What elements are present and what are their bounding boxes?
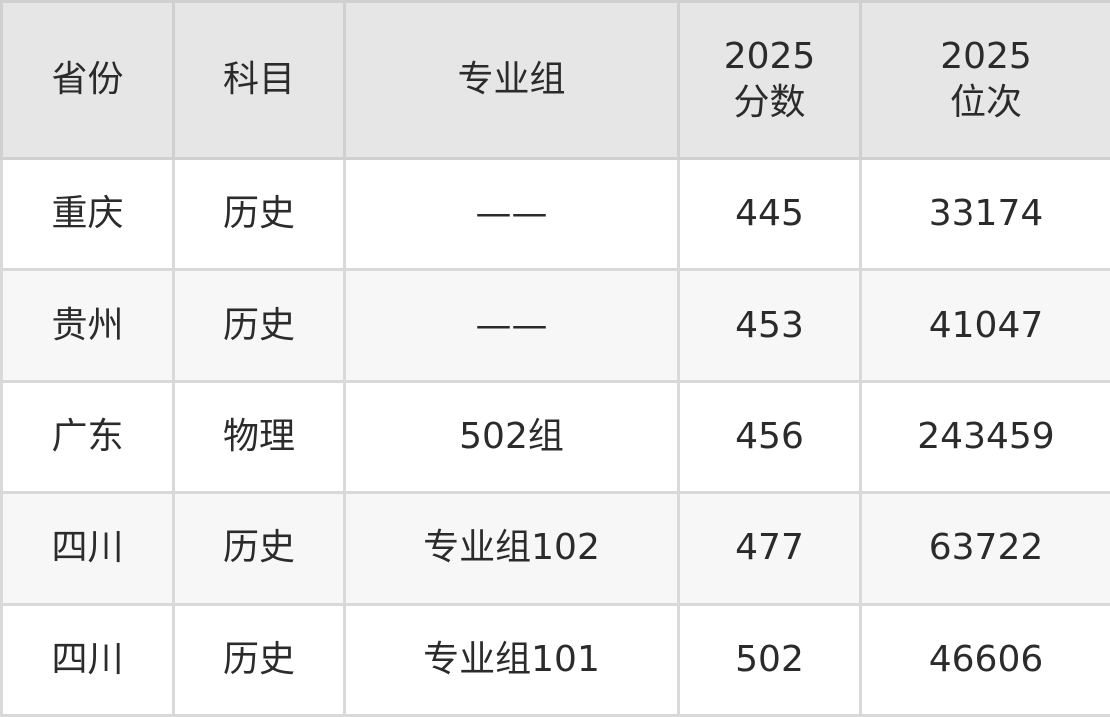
province-cell: 广东 [0, 379, 175, 495]
table-row: 四川 历史 专业组101 502 46606 [0, 602, 1110, 717]
score-cell: 453 [677, 268, 862, 383]
province-cell: 重庆 [0, 156, 175, 272]
province-cell: 四川 [0, 602, 175, 717]
major-group-cell: 502组 [343, 379, 680, 495]
subject-cell: 历史 [172, 491, 346, 606]
table-row: 广东 物理 502组 456 243459 [0, 379, 1110, 495]
header-label: 分数 [733, 82, 806, 123]
header-major-group: 专业组 [343, 0, 680, 160]
header-label: 科目 [222, 59, 295, 100]
rank-cell: 41047 [859, 268, 1110, 383]
header-subject: 科目 [172, 0, 346, 160]
score-cell: 445 [677, 156, 862, 272]
header-label: 2025 [723, 36, 816, 77]
major-group-cell: 专业组101 [343, 602, 680, 717]
subject-cell: 历史 [172, 156, 346, 272]
table-row: 四川 历史 专业组102 477 63722 [0, 491, 1110, 606]
header-rank: 2025 位次 [859, 0, 1110, 160]
header-label: 位次 [949, 82, 1022, 123]
subject-cell: 物理 [172, 379, 346, 495]
table-row: 贵州 历史 —— 453 41047 [0, 268, 1110, 383]
rank-cell: 46606 [859, 602, 1110, 717]
province-cell: 四川 [0, 491, 175, 606]
rank-cell: 33174 [859, 156, 1110, 272]
table-row: 重庆 历史 —— 445 33174 [0, 156, 1110, 272]
subject-cell: 历史 [172, 268, 346, 383]
major-group-cell: —— [343, 268, 680, 383]
table-header: 省份 科目 专业组 2025 分数 2025 位次 [0, 0, 1110, 160]
header-label: 省份 [51, 59, 124, 100]
score-cell: 456 [677, 379, 862, 495]
header-score: 2025 分数 [677, 0, 862, 160]
score-cell: 477 [677, 491, 862, 606]
header-row: 省份 科目 专业组 2025 分数 2025 位次 [0, 0, 1110, 160]
rank-cell: 63722 [859, 491, 1110, 606]
score-cell: 502 [677, 602, 862, 717]
major-group-cell: 专业组102 [343, 491, 680, 606]
header-label: 专业组 [457, 59, 566, 100]
header-label: 2025 [940, 36, 1032, 77]
header-province: 省份 [0, 0, 175, 160]
rank-cell: 243459 [859, 379, 1110, 495]
subject-cell: 历史 [172, 602, 346, 717]
table-body: 重庆 历史 —— 445 33174 贵州 历史 —— 453 41047 广东 物理 502组 456 2… [0, 156, 1110, 717]
province-cell: 贵州 [0, 268, 175, 383]
major-group-cell: —— [343, 156, 680, 272]
